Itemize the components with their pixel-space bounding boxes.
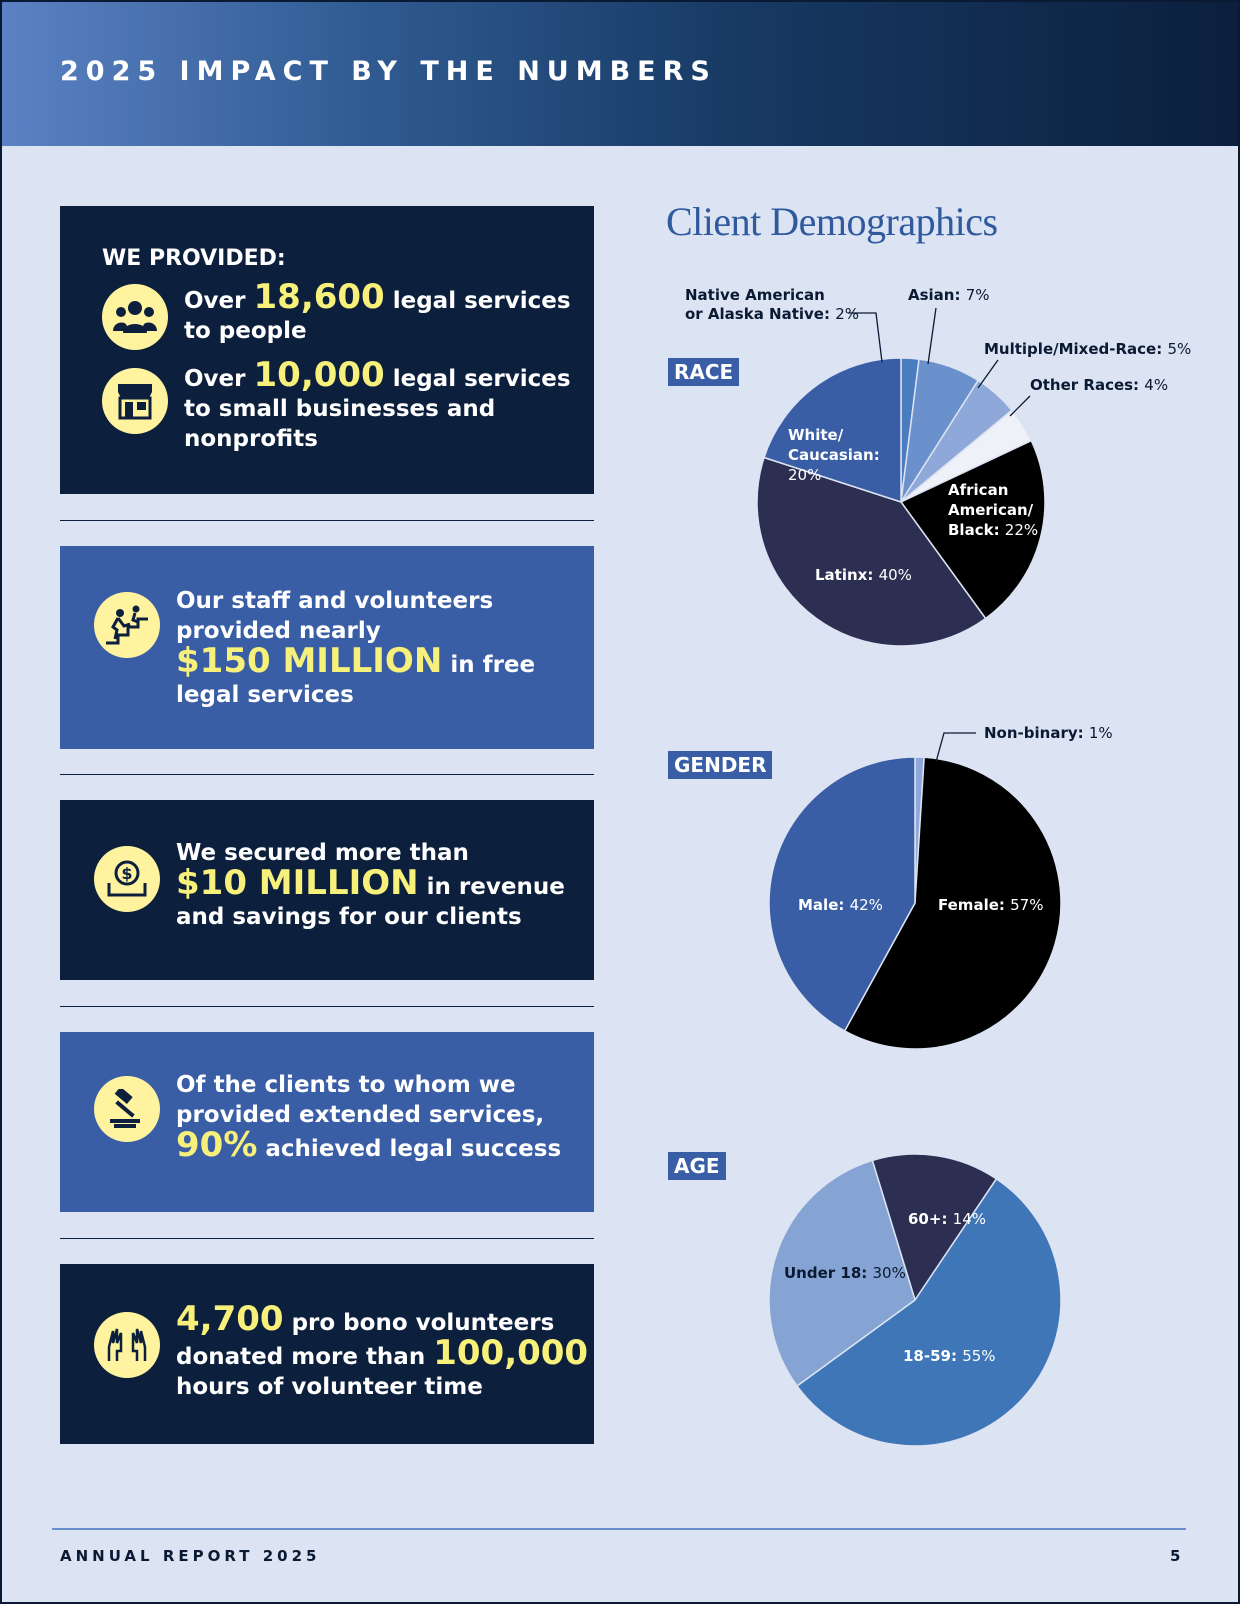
slice-label: 18-59: 55% <box>903 1347 996 1365</box>
svg-text:$: $ <box>121 864 132 883</box>
leader-line <box>927 307 937 365</box>
slice-label: White/Caucasian: 20% <box>788 426 880 484</box>
page-number: 5 <box>1170 1547 1181 1565</box>
slice-label: Multiple/Mixed-Race: 5% <box>984 340 1191 358</box>
free-services-post2: legal services <box>176 682 354 708</box>
free-services-line1: Our staff and volunteers <box>176 588 494 614</box>
volunteers-post1: pro bono volunteers <box>291 1310 555 1336</box>
free-services-post1: in free <box>450 652 536 678</box>
pie-slice <box>843 756 1062 1050</box>
slice-label: Non-binary: 1% <box>984 724 1113 742</box>
provided-item2-post2: to small businesses and <box>184 396 496 422</box>
pie-slice <box>768 1159 916 1388</box>
volunteers-pre2: donated more than <box>176 1344 426 1370</box>
provided-item1-pre: Over <box>184 288 246 314</box>
revenue-text: We secured more than $10 MILLION in reve… <box>176 838 565 932</box>
gavel-icon <box>94 1076 160 1142</box>
divider <box>60 774 594 775</box>
race-chart-title: RACE <box>668 358 740 386</box>
free-services-card: Our staff and volunteers provided nearly… <box>60 546 594 749</box>
success-line1: Of the clients to whom we <box>176 1072 516 1098</box>
success-post1: achieved legal success <box>265 1136 562 1162</box>
pie-slice <box>763 357 902 504</box>
provided-item2-value: 10,000 <box>253 355 385 395</box>
footer-divider <box>52 1528 1186 1530</box>
pie-slice <box>756 456 987 647</box>
revenue-post2: and savings for our clients <box>176 904 522 930</box>
pie-slice <box>899 439 1046 620</box>
provided-item1-post1: legal services <box>392 288 571 314</box>
volunteers-value1: 4,700 <box>176 1299 284 1339</box>
footer-report-name: ANNUAL REPORT 2025 <box>60 1547 321 1565</box>
volunteers-card: 4,700 pro bono volunteers donated more t… <box>60 1264 594 1444</box>
demographics-title: Client Demographics <box>666 199 998 244</box>
provided-item1-post2: to people <box>184 318 307 344</box>
success-text: Of the clients to whom we provided exten… <box>176 1070 561 1164</box>
free-services-line2: provided nearly <box>176 618 381 644</box>
success-line2: provided extended services, <box>176 1102 545 1128</box>
money-box-icon: $ <box>94 846 160 912</box>
leader-line <box>1009 395 1031 417</box>
provided-item-business: Over 10,000 legal services to small busi… <box>184 358 571 454</box>
leader-line <box>935 732 976 763</box>
success-card: Of the clients to whom we provided exten… <box>60 1032 594 1212</box>
divider <box>60 520 594 521</box>
volunteers-value2: 100,000 <box>433 1333 589 1373</box>
free-services-value: $150 MILLION <box>176 641 443 681</box>
provided-item2-post1: legal services <box>392 366 571 392</box>
provided-item1-value: 18,600 <box>253 277 385 317</box>
pie-slice <box>768 756 916 1032</box>
page-header: 2025 IMPACT BY THE NUMBERS <box>0 0 1240 146</box>
page-title: 2025 IMPACT BY THE NUMBERS <box>60 56 717 87</box>
people-group-icon <box>102 284 168 350</box>
raised-hands-icon <box>94 1312 160 1378</box>
slice-label: African American/Black: 22% <box>948 481 1038 539</box>
revenue-card: $ We secured more than $10 MILLION in re… <box>60 800 594 980</box>
slice-label: Native American or Alaska Native: 2% <box>685 286 859 323</box>
revenue-value: $10 MILLION <box>176 863 419 903</box>
slice-label: 60+: 14% <box>908 1210 986 1228</box>
success-value: 90% <box>176 1125 258 1165</box>
slice-label: Male: 42% <box>798 896 883 914</box>
slice-label: Asian: 7% <box>908 286 990 304</box>
provided-heading: WE PROVIDED: <box>102 246 286 271</box>
revenue-line1: We secured more than <box>176 840 469 866</box>
provided-item2-post3: nonprofits <box>184 426 318 452</box>
age-chart-title: AGE <box>668 1152 726 1180</box>
provided-item-people: Over 18,600 legal services to people <box>184 280 571 346</box>
pie-slice <box>795 1177 1062 1447</box>
provided-item2-pre: Over <box>184 366 246 392</box>
divider <box>60 1238 594 1239</box>
climbing-stairs-icon <box>94 592 160 658</box>
slice-label: Female: 57% <box>938 896 1043 914</box>
slice-label: Under 18: 30% <box>784 1264 906 1282</box>
leader-line <box>848 312 883 363</box>
volunteers-post2: hours of volunteer time <box>176 1374 483 1400</box>
slice-label: Latinx: 40% <box>815 566 912 584</box>
provided-card: WE PROVIDED: Over 18,600 legal services … <box>60 206 594 494</box>
slice-label: Other Races: 4% <box>1030 376 1168 394</box>
leader-line <box>977 359 999 389</box>
gender-chart-title: GENDER <box>668 751 773 779</box>
pie-slice <box>871 1153 998 1302</box>
volunteers-text: 4,700 pro bono volunteers donated more t… <box>176 1302 589 1402</box>
storefront-icon <box>102 368 168 434</box>
revenue-post1: in revenue <box>426 874 565 900</box>
free-services-text: Our staff and volunteers provided nearly… <box>176 586 535 710</box>
divider <box>60 1006 594 1007</box>
